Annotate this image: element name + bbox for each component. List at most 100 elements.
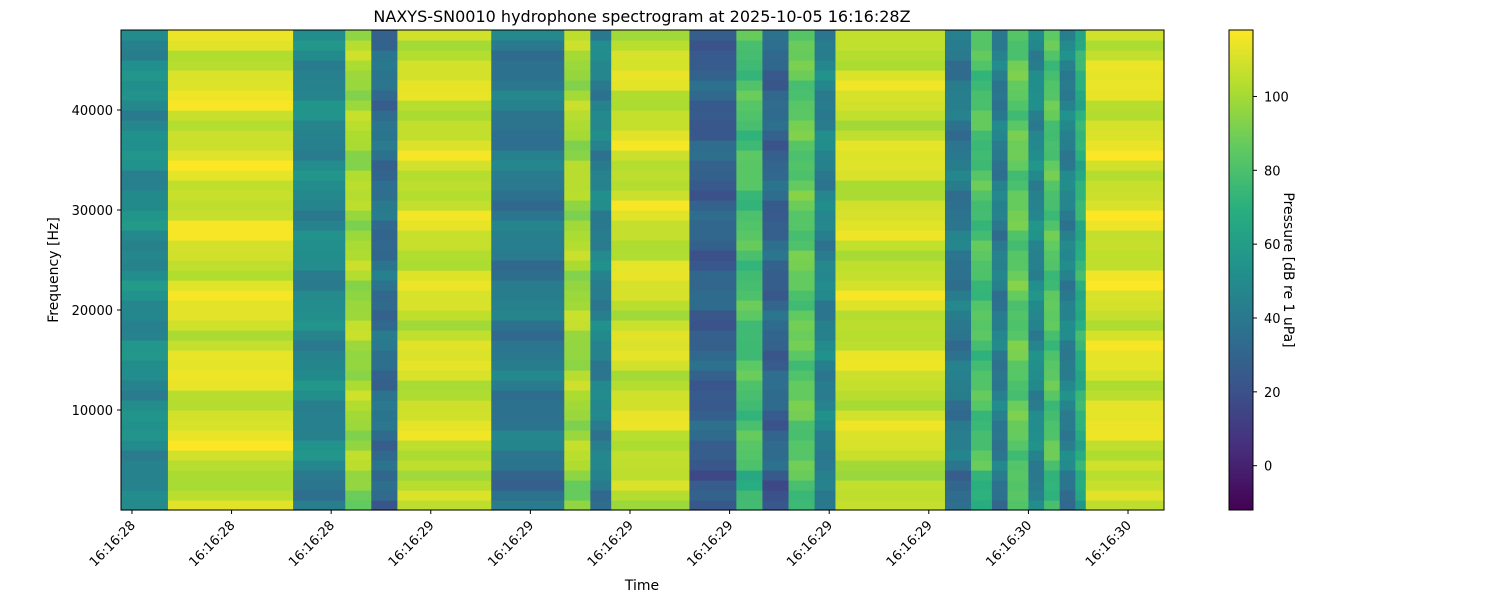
heatmap-cell	[788, 200, 816, 211]
heatmap-cell	[788, 300, 816, 311]
heatmap-cell	[1007, 110, 1030, 121]
heatmap-cell	[611, 290, 691, 301]
heatmap-cell	[736, 140, 764, 151]
heatmap-cell	[345, 80, 372, 91]
heatmap-cell	[345, 450, 372, 461]
heatmap-cell	[293, 250, 346, 261]
heatmap-cell	[814, 220, 837, 231]
heatmap-cell	[736, 500, 764, 511]
heatmap-cell	[491, 390, 565, 401]
heatmap-cell	[564, 60, 591, 71]
heatmap-cell	[689, 110, 737, 121]
heatmap-cell	[835, 460, 946, 471]
heatmap-cell	[590, 210, 612, 221]
heatmap-cell	[371, 230, 398, 241]
heatmap-cell	[590, 160, 612, 171]
y-tick-label: 30000	[72, 204, 113, 219]
heatmap-cell	[611, 490, 691, 501]
heatmap-cell	[1085, 500, 1165, 511]
heatmap-cell	[1028, 250, 1045, 261]
heatmap-cell	[991, 340, 1009, 351]
heatmap-cell	[736, 30, 764, 41]
heatmap-cell	[736, 460, 764, 471]
heatmap-cell	[345, 90, 372, 101]
heatmap-cell	[971, 80, 993, 91]
heatmap-cell	[971, 370, 993, 381]
heatmap-cell	[1007, 120, 1030, 131]
heatmap-cell	[397, 490, 492, 501]
heatmap-cell	[1075, 400, 1087, 411]
heatmap-cell	[835, 80, 946, 91]
heatmap-cell	[564, 140, 591, 151]
heatmap-cell	[971, 150, 993, 161]
heatmap-cell	[590, 200, 612, 211]
heatmap-cell	[345, 50, 372, 61]
heatmap-cell	[991, 390, 1009, 401]
heatmap-cell	[1007, 480, 1030, 491]
heatmap-cell	[788, 140, 816, 151]
heatmap-cell	[788, 250, 816, 261]
heatmap-cell	[736, 450, 764, 461]
heatmap-cell	[167, 140, 294, 151]
heatmap-cell	[944, 230, 972, 241]
heatmap-cell	[121, 70, 169, 81]
heatmap-cell	[121, 50, 169, 61]
heatmap-cell	[121, 220, 169, 231]
heatmap-cell	[736, 380, 764, 391]
heatmap-cell	[1007, 150, 1030, 161]
heatmap-cell	[611, 170, 691, 181]
heatmap-cell	[491, 360, 565, 371]
heatmap-cell	[611, 360, 691, 371]
heatmap-cell	[293, 180, 346, 191]
heatmap-cell	[1059, 290, 1076, 301]
heatmap-cell	[762, 210, 790, 221]
heatmap-cell	[590, 320, 612, 331]
heatmap-cell	[814, 280, 837, 291]
heatmap-cell	[1085, 330, 1165, 341]
heatmap-cell	[944, 50, 972, 61]
heatmap-cell	[371, 70, 398, 81]
heatmap-cell	[371, 280, 398, 291]
heatmap-cell	[1044, 320, 1061, 331]
heatmap-cell	[590, 370, 612, 381]
heatmap-cell	[762, 240, 790, 251]
heatmap-cell	[564, 330, 591, 341]
heatmap-cell	[397, 400, 492, 411]
heatmap-cell	[293, 490, 346, 501]
heatmap-cell	[991, 360, 1009, 371]
heatmap-cell	[167, 340, 294, 351]
heatmap-cell	[1075, 140, 1087, 151]
heatmap-cell	[788, 230, 816, 241]
heatmap-cell	[1085, 360, 1165, 371]
heatmap-cell	[371, 120, 398, 131]
heatmap-cell	[1028, 70, 1045, 81]
heatmap-cell	[835, 250, 946, 261]
heatmap-cell	[788, 390, 816, 401]
heatmap-cell	[689, 420, 737, 431]
heatmap-cell	[345, 100, 372, 111]
heatmap-cell	[397, 430, 492, 441]
heatmap-cell	[293, 80, 346, 91]
heatmap-cell	[689, 350, 737, 361]
heatmap-cell	[1075, 450, 1087, 461]
heatmap-cell	[835, 190, 946, 201]
heatmap-cell	[1085, 150, 1165, 161]
heatmap-cell	[293, 450, 346, 461]
heatmap-cell	[971, 400, 993, 411]
heatmap-cell	[736, 110, 764, 121]
heatmap-cell	[1085, 200, 1165, 211]
heatmap-cell	[971, 220, 993, 231]
heatmap-cell	[397, 280, 492, 291]
heatmap-cell	[1044, 160, 1061, 171]
heatmap-cell	[1059, 190, 1076, 201]
heatmap-cell	[371, 180, 398, 191]
heatmap-cell	[1044, 440, 1061, 451]
heatmap-cell	[167, 190, 294, 201]
heatmap-cell	[345, 290, 372, 301]
heatmap-cell	[1044, 460, 1061, 471]
heatmap-cell	[788, 50, 816, 61]
heatmap-cell	[590, 100, 612, 111]
heatmap-cell	[590, 120, 612, 131]
x-tick-label: 16:16:28	[186, 518, 238, 570]
heatmap-cell	[167, 400, 294, 411]
